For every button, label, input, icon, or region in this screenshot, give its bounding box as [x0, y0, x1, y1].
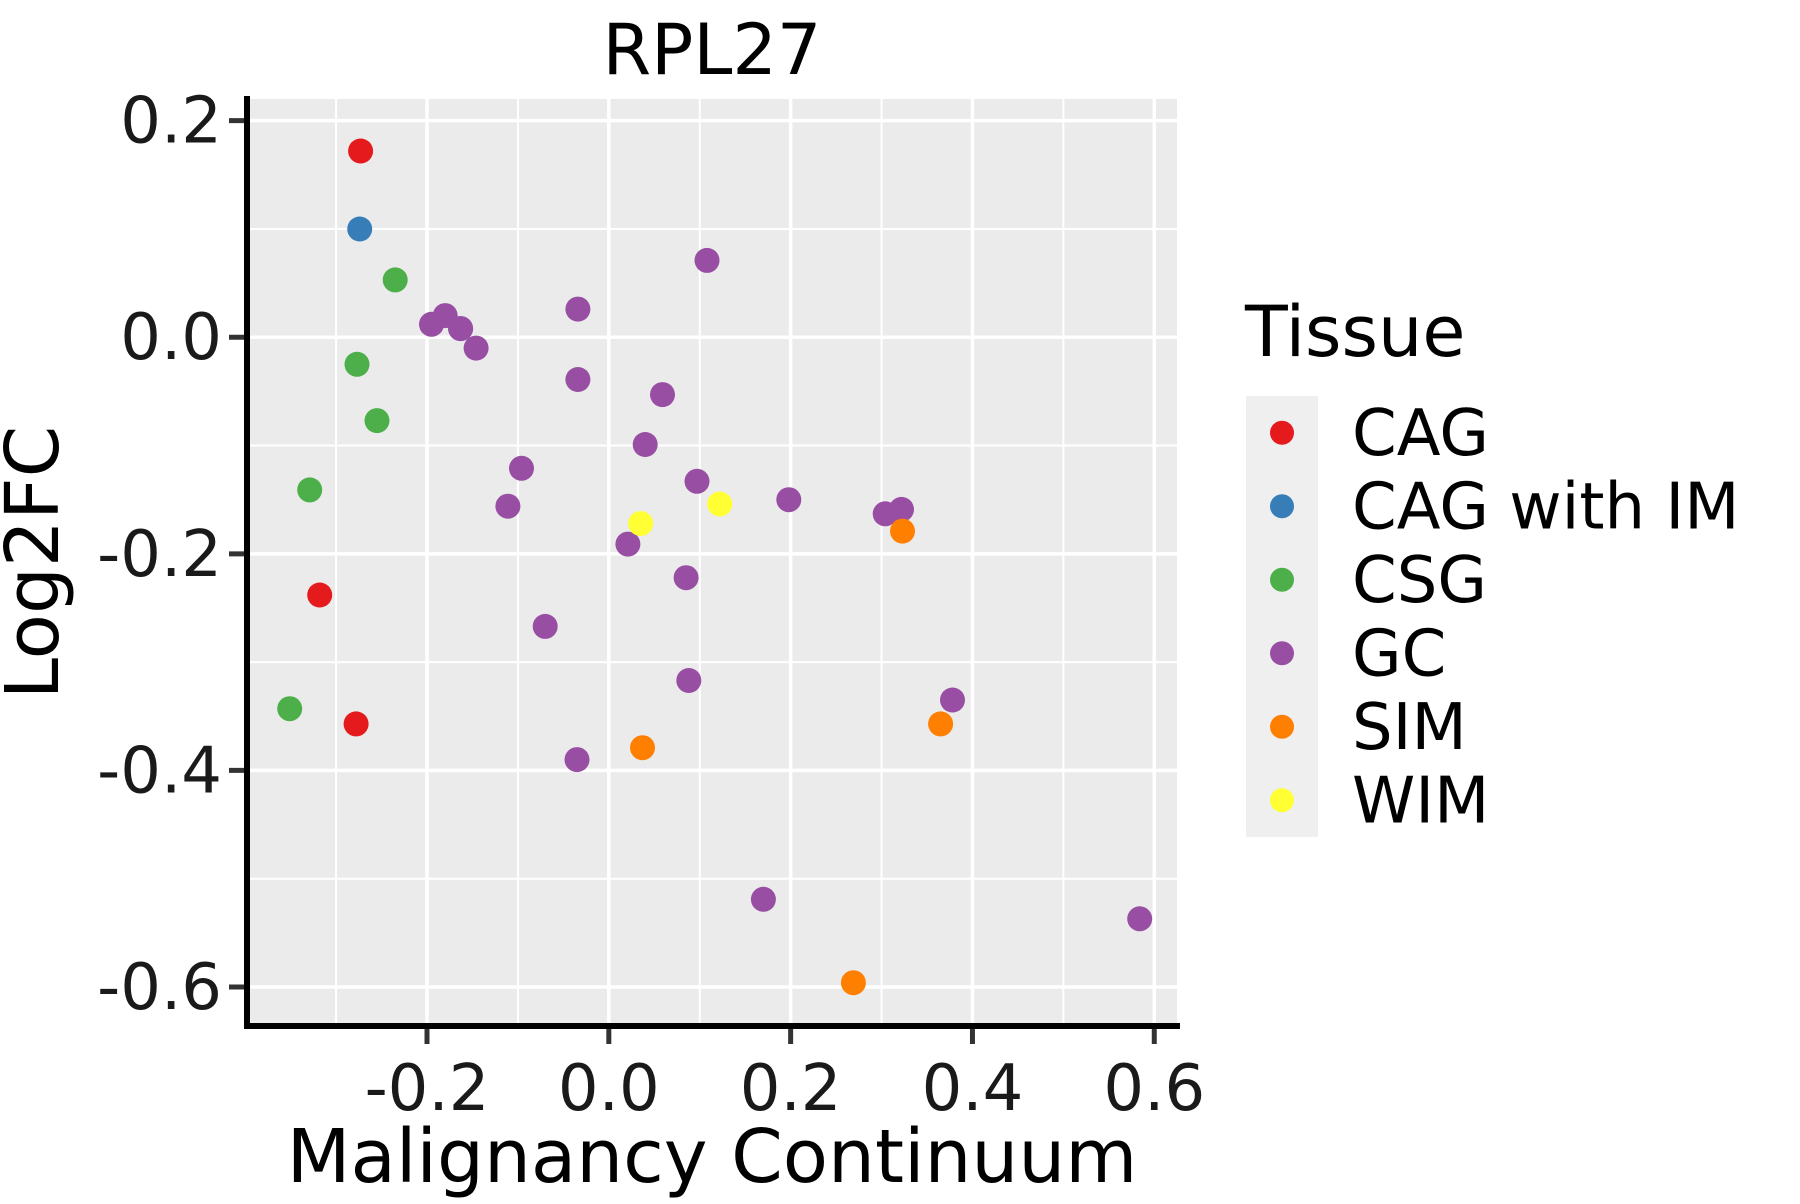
data-point-sim [928, 711, 954, 737]
x-tick-label: 0.2 [740, 1052, 842, 1126]
y-tick-label: -0.2 [97, 518, 222, 592]
y-tick-label: 0.0 [120, 301, 222, 375]
data-point-wim [707, 491, 733, 517]
legend-label: CAG with IM [1352, 470, 1740, 544]
data-point-cag-with-im [347, 216, 373, 242]
x-tick-label: 0.4 [922, 1052, 1024, 1126]
legend-label: CAG [1352, 397, 1489, 471]
legend-dot-cag-with-im [1270, 494, 1294, 519]
legend-dot-sim [1270, 714, 1294, 739]
data-point-gc [684, 468, 710, 494]
data-point-sim [890, 518, 915, 544]
data-point-gc [1127, 906, 1153, 932]
data-point-gc [776, 487, 802, 513]
data-point-cag [343, 711, 369, 737]
data-point-gc [632, 432, 658, 457]
x-tick-label: -0.2 [365, 1052, 490, 1126]
data-point-gc [495, 493, 521, 519]
y-tick-label: -0.6 [97, 951, 222, 1025]
data-point-gc [940, 687, 965, 713]
data-point-gc [565, 367, 591, 392]
legend-dot-gc [1270, 641, 1294, 666]
data-point-gc [615, 531, 641, 557]
data-point-csg [297, 477, 323, 503]
data-point-gc [463, 335, 489, 361]
data-point-csg [277, 696, 303, 722]
data-point-gc [448, 316, 474, 342]
legend-label: SIM [1352, 691, 1467, 765]
plot-title: RPL27 [603, 9, 822, 91]
data-point-gc [650, 382, 675, 408]
data-point-csg [344, 351, 370, 377]
data-point-sim [840, 970, 866, 996]
data-point-gc [532, 613, 558, 639]
x-tick-label: 0.0 [558, 1052, 660, 1126]
legend-label: CSG [1352, 544, 1487, 618]
legend-dot-cag [1270, 420, 1294, 445]
x-axis-title: Malignancy Continuum [287, 1114, 1138, 1200]
y-tick-label: 0.2 [120, 85, 222, 159]
data-point-gc [694, 247, 720, 273]
legend-dot-csg [1270, 567, 1294, 592]
data-point-cag [307, 582, 333, 608]
data-point-gc [564, 747, 590, 773]
x-tick-label: 0.6 [1103, 1052, 1205, 1126]
data-point-wim [628, 511, 654, 536]
y-axis-title: Log2FC [0, 426, 76, 700]
legend-title: Tissue [1244, 291, 1465, 373]
legend-dot-wim [1270, 788, 1294, 813]
data-point-gc [565, 296, 591, 322]
data-point-csg [382, 267, 408, 293]
legend-label: GC [1352, 617, 1446, 691]
data-point-gc [872, 501, 898, 527]
data-point-gc [673, 565, 699, 591]
y-tick-label: -0.4 [97, 734, 222, 808]
data-point-gc [676, 668, 702, 693]
legend-label: WIM [1352, 764, 1489, 838]
data-point-gc [509, 455, 534, 481]
data-point-csg [364, 408, 390, 434]
data-point-gc [750, 886, 776, 912]
data-point-cag [348, 138, 374, 164]
plot-panel [247, 99, 1177, 1026]
data-point-sim [630, 735, 655, 761]
